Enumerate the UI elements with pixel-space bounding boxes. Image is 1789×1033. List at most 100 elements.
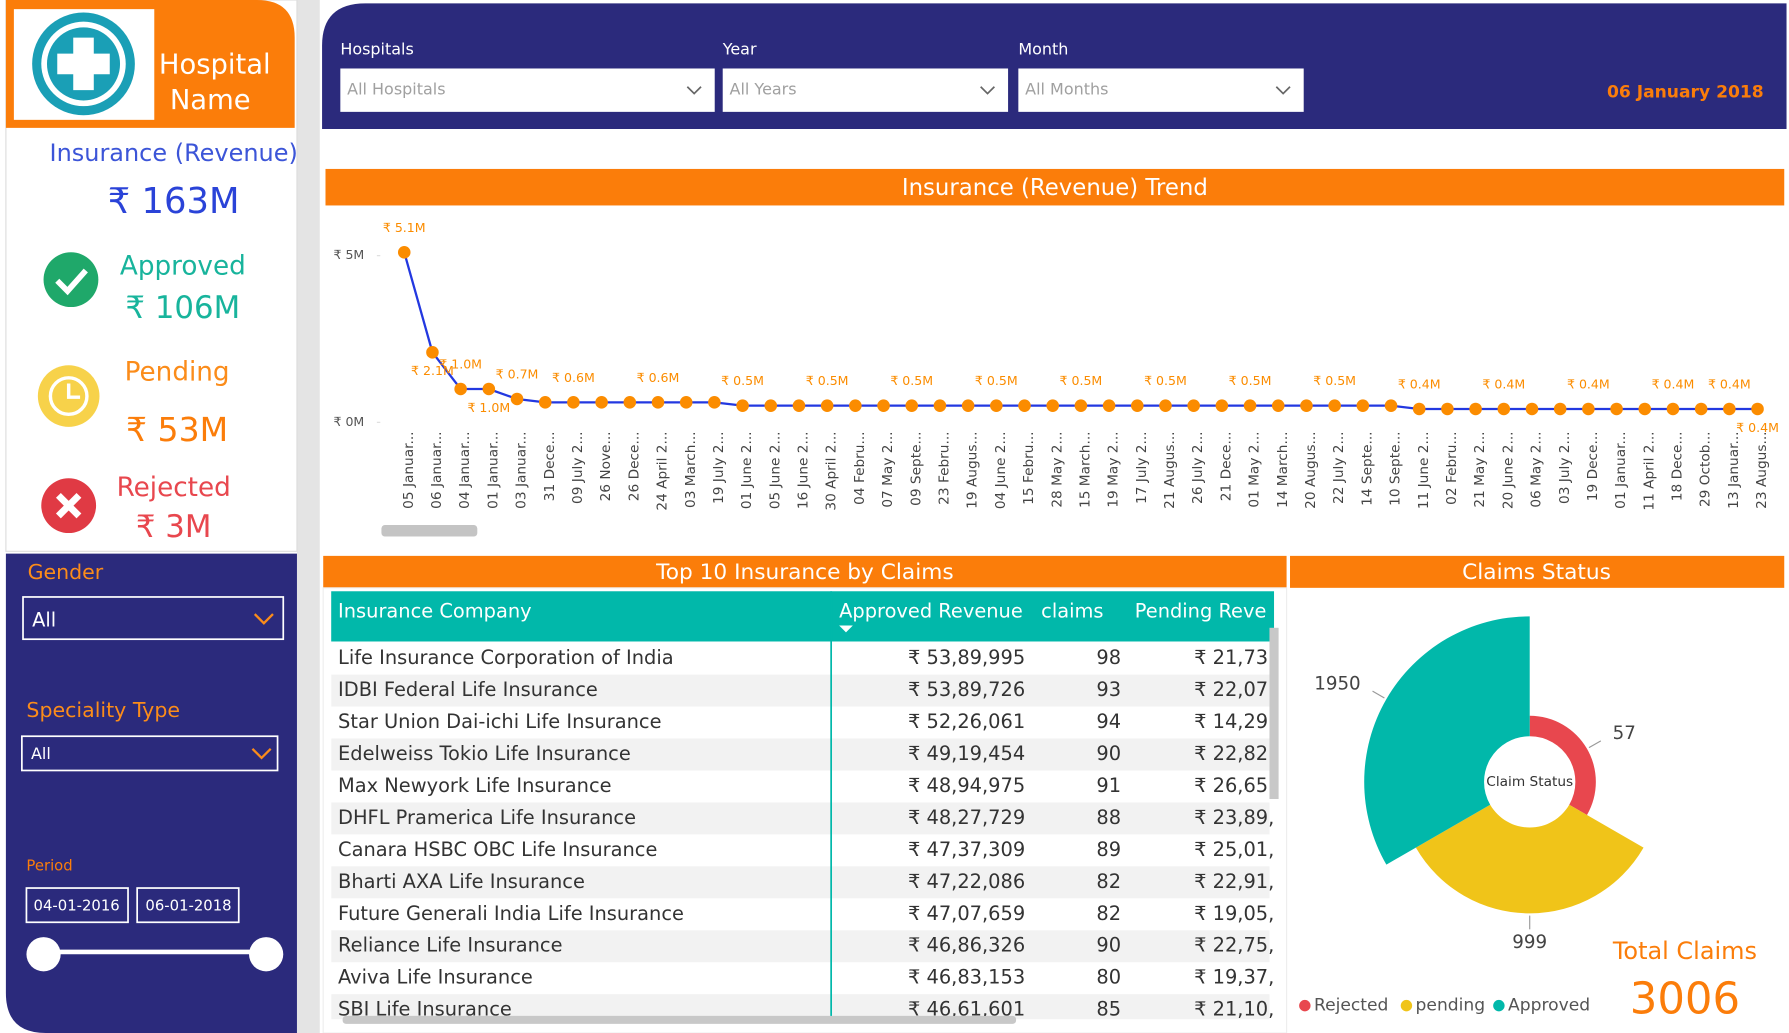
data-label: 57	[1613, 723, 1636, 744]
slider-handle[interactable]	[26, 937, 61, 972]
cell: ₹ 22,75,	[1194, 934, 1274, 957]
x-tick-label: 05 Januar...	[401, 431, 417, 508]
data-point	[1243, 399, 1257, 412]
sidebar-shadow	[296, 0, 320, 1033]
cell: ₹ 21,73,	[1194, 646, 1274, 669]
filter-dropdown[interactable]	[340, 68, 715, 112]
data-point	[426, 346, 439, 359]
data-point	[1582, 402, 1595, 416]
row-stripe	[331, 738, 1270, 771]
cell: ₹ 53,89,726	[908, 678, 1025, 701]
data-point	[1723, 402, 1736, 416]
cell: ₹ 25,01,	[1194, 838, 1274, 861]
data-point	[990, 399, 1003, 412]
trend-header	[325, 168, 1785, 206]
date-input[interactable]	[25, 887, 129, 924]
data-point	[933, 399, 947, 412]
cell: ₹ 19,05,	[1194, 902, 1274, 925]
filter-dropdown[interactable]	[1018, 68, 1304, 112]
slider-handle[interactable]	[249, 937, 284, 972]
leader-line	[1588, 740, 1602, 749]
cell: 82	[1096, 902, 1121, 925]
cell: IDBI Federal Life Insurance	[338, 678, 598, 701]
approved-icon	[43, 252, 99, 308]
data-point	[1412, 402, 1426, 416]
data-point	[651, 396, 665, 409]
chevron	[1275, 86, 1291, 95]
scrollbar[interactable]	[1269, 627, 1279, 800]
data-point	[1356, 399, 1370, 412]
data-point	[708, 396, 721, 409]
row-stripe	[331, 802, 1270, 835]
data-point	[567, 396, 580, 409]
cell: Life Insurance Corporation of India	[338, 646, 674, 669]
x-tick-label: 15 Febru...	[1021, 431, 1037, 504]
x-tick-label: 01 Januar...	[1613, 431, 1629, 508]
data-label: ₹ 0.4M	[1708, 377, 1751, 392]
date-input[interactable]	[136, 887, 240, 924]
x-tick-label: 03 March...	[683, 431, 699, 508]
cell: ₹ 22,07,	[1194, 678, 1274, 701]
trend-chart: ₹ 0M ₹ 5M 05 Januar... ₹ 5.1M 06 Januar... ₹ …	[333, 220, 1778, 511]
data-point	[1638, 402, 1652, 416]
x-tick-label: 15 March...	[1077, 431, 1093, 508]
filter-panel	[5, 553, 297, 1033]
row-stripe	[331, 866, 1270, 899]
cell: ₹ 22,82,	[1194, 742, 1274, 765]
pending-icon	[48, 376, 89, 417]
data-point	[1751, 402, 1764, 416]
data-point	[1553, 402, 1567, 416]
data-label: ₹ 0.5M	[975, 373, 1018, 388]
approved-icon	[55, 268, 88, 296]
cell: ₹ 47,07,659	[908, 902, 1025, 925]
data-point	[1300, 399, 1313, 412]
x-tick-label: 06 May 2...	[1529, 431, 1545, 507]
data-label: ₹ 0.7M	[496, 367, 539, 382]
x-tick-label: 10 Septe...	[1388, 431, 1404, 505]
total-value: 3006	[1630, 975, 1740, 1025]
rose-segment	[1364, 616, 1530, 865]
x-tick-label: 01 Januar...	[485, 431, 501, 508]
date-start: 04-01-2016	[34, 897, 120, 914]
dropdown-value: All Hospitals	[347, 80, 445, 99]
data-label: ₹ 0.6M	[552, 370, 595, 385]
scrollbar[interactable]	[381, 525, 478, 537]
cell: ₹ 26,65,	[1194, 774, 1274, 797]
sort-arrow	[839, 625, 853, 633]
x-tick-label: 02 Febru...	[1444, 431, 1460, 504]
data-point	[905, 399, 919, 412]
data-point	[1102, 399, 1116, 412]
cell: Max Newyork Life Insurance	[338, 774, 612, 797]
data-point	[1271, 399, 1285, 412]
filter-dropdown[interactable]	[722, 68, 1009, 112]
column-header: Approved Revenue	[839, 599, 1023, 622]
data-label: ₹ 0.5M	[1060, 373, 1103, 388]
gender-dropdown[interactable]	[22, 596, 285, 641]
data-point	[1469, 402, 1482, 416]
cell: ₹ 53,89,995	[908, 646, 1025, 669]
logo-cross	[57, 37, 110, 91]
speciality-dropdown[interactable]	[21, 735, 279, 772]
cell: ₹ 46,61,601	[908, 998, 1025, 1021]
kpi-label: Insurance (Revenue)	[50, 139, 298, 167]
column-header: Pending Reve	[1135, 599, 1267, 622]
rose-hole	[1485, 737, 1575, 827]
rose-segment	[1529, 715, 1596, 815]
legend-label: Rejected	[1314, 996, 1388, 1016]
kpi-value: ₹ 163M	[108, 181, 240, 222]
x-tick-label: 11 June 2...	[1416, 431, 1432, 509]
cell: 88	[1096, 806, 1121, 829]
cell: 91	[1096, 774, 1121, 797]
claims-chart: 57 999 1950 Claim Status Rejected pending Appr…	[1299, 616, 1644, 1016]
date-end: 06-01-2018	[145, 897, 231, 914]
data-label: ₹ 2.1M	[411, 363, 454, 378]
data-point	[1187, 399, 1200, 412]
data-label: ₹ 0.4M	[1398, 377, 1441, 392]
data-point	[1497, 402, 1511, 416]
filter-label: Speciality Type	[26, 698, 180, 722]
x-tick-label: 19 Dece...	[1585, 431, 1601, 501]
filter-label: Year	[722, 40, 757, 59]
scrollbar[interactable]	[342, 1015, 1017, 1024]
data-point	[397, 246, 411, 259]
